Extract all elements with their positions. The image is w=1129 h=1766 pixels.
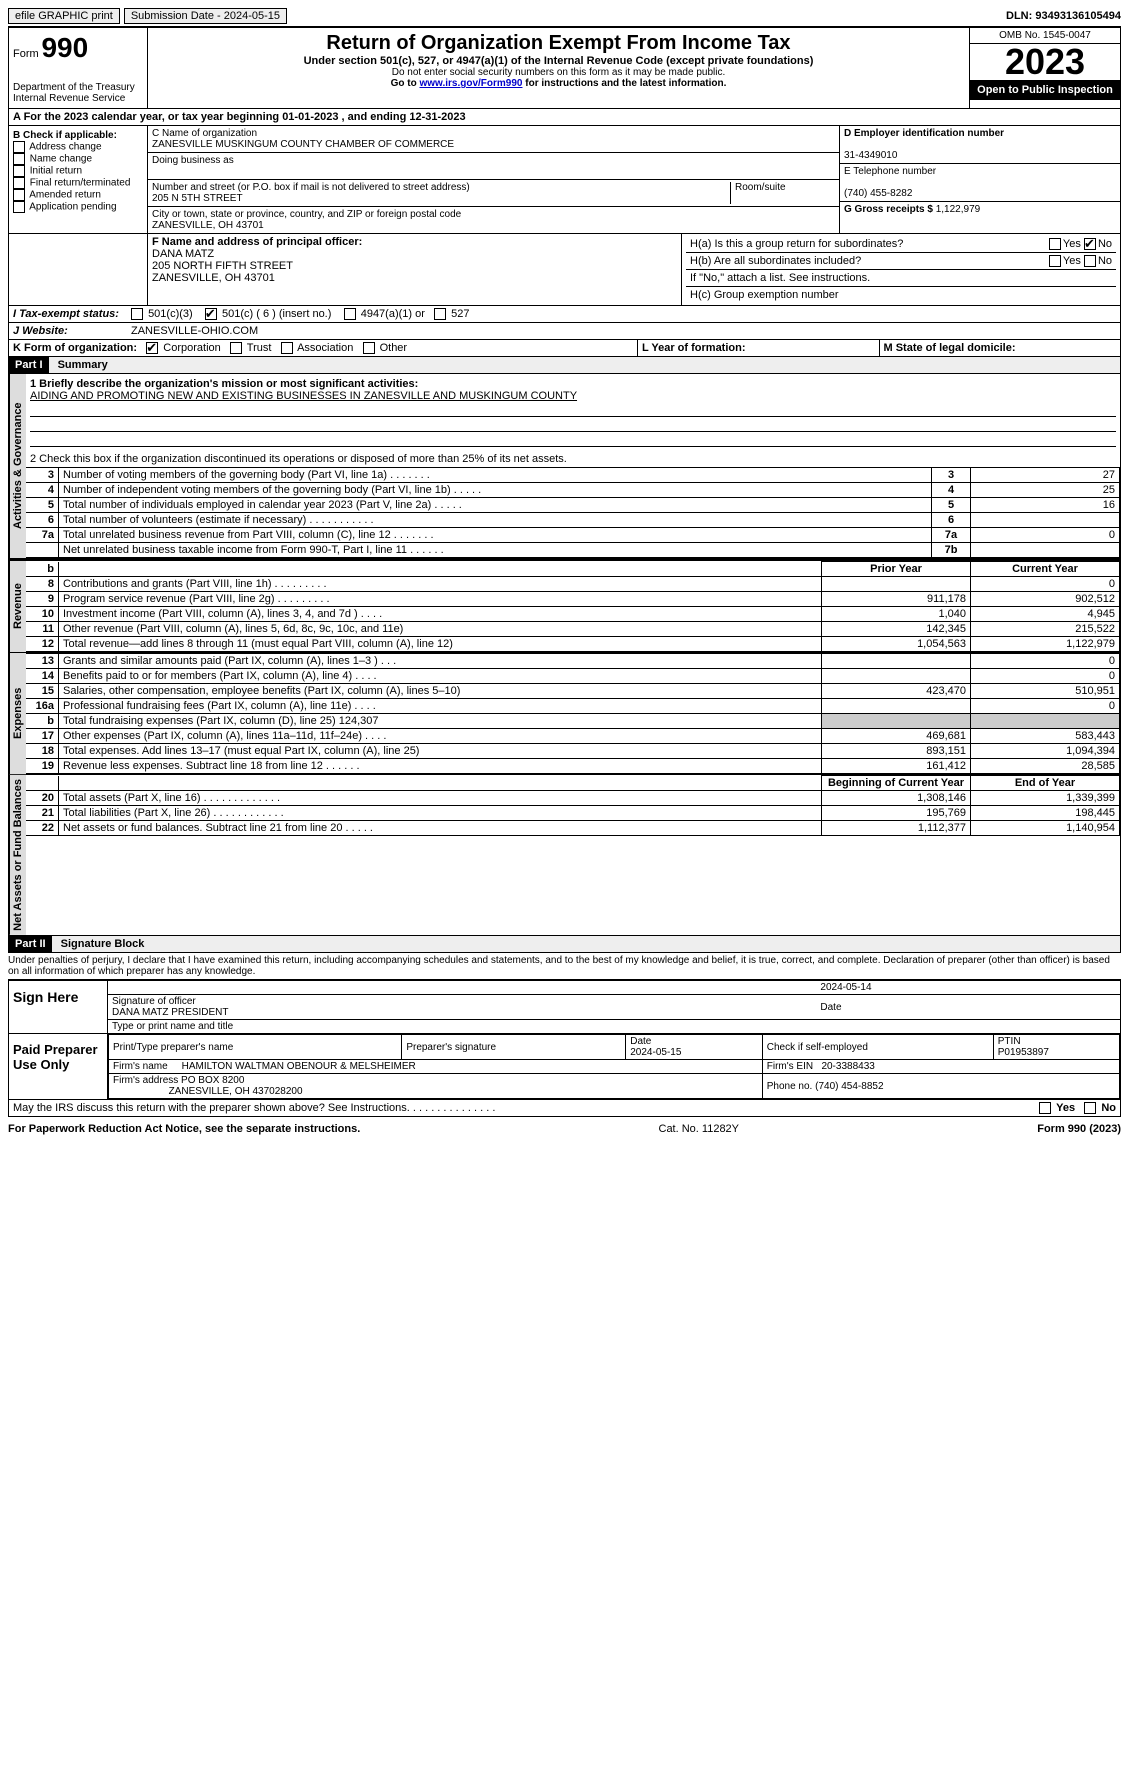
entity-block: B Check if applicable: Address change Na… — [8, 126, 1121, 234]
phone: (740) 455-8282 — [844, 188, 912, 199]
chk-ha-yes[interactable] — [1049, 238, 1061, 250]
goto-pre: Go to — [391, 78, 420, 89]
chk-527[interactable] — [434, 308, 446, 320]
part1-title: Summary — [52, 357, 114, 373]
open-public: Open to Public Inspection — [970, 80, 1120, 100]
chk-other[interactable] — [363, 342, 375, 354]
part1-header: Part I — [9, 357, 49, 373]
expenses-table: 13Grants and similar amounts paid (Part … — [26, 653, 1120, 774]
row-a-period: A For the 2023 calendar year, or tax yea… — [8, 109, 1121, 126]
irs-link[interactable]: www.irs.gov/Form990 — [419, 78, 522, 89]
chk-hb-no[interactable] — [1084, 255, 1096, 267]
chk-name[interactable] — [13, 153, 25, 165]
box-c: C Name of organization ZANESVILLE MUSKIN… — [148, 126, 839, 233]
chk-501c3[interactable] — [131, 308, 143, 320]
chk-corp[interactable] — [146, 342, 158, 354]
top-bar: efile GRAPHIC print Submission Date - 20… — [8, 8, 1121, 28]
firm-name: HAMILTON WALTMAN OBENOUR & MELSHEIMER — [182, 1061, 416, 1072]
part2-title: Signature Block — [55, 936, 151, 952]
box-deg: D Employer identification number 31-4349… — [839, 126, 1120, 233]
ein: 31-4349010 — [844, 150, 897, 161]
revenue-section: Revenue bPrior YearCurrent Year8Contribu… — [8, 559, 1121, 653]
chk-address[interactable] — [13, 141, 25, 153]
form-title: Return of Organization Exempt From Incom… — [152, 32, 965, 55]
row-fh: F Name and address of principal officer:… — [8, 234, 1121, 306]
row-j: J Website: ZANESVILLE-OHIO.COM — [8, 323, 1121, 340]
chk-final[interactable] — [13, 177, 25, 189]
ptin-value: P01953897 — [998, 1047, 1049, 1058]
officer-name: DANA MATZ — [152, 248, 214, 260]
dept-label: Department of the Treasury Internal Reve… — [13, 82, 143, 104]
form-word: Form — [13, 48, 39, 60]
chk-hb-yes[interactable] — [1049, 255, 1061, 267]
goto-post: for instructions and the latest informat… — [525, 78, 726, 89]
chk-4947[interactable] — [344, 308, 356, 320]
chk-assoc[interactable] — [281, 342, 293, 354]
org-street: 205 N 5TH STREET — [152, 193, 243, 204]
website-value: ZANESVILLE-OHIO.COM — [127, 323, 262, 339]
row-i: I Tax-exempt status: 501(c)(3) 501(c) ( … — [8, 306, 1121, 323]
mission-text: AIDING AND PROMOTING NEW AND EXISTING BU… — [30, 390, 577, 402]
netassets-section: Net Assets or Fund Balances Beginning of… — [8, 775, 1121, 936]
chk-501c[interactable] — [205, 308, 217, 320]
chk-ha-no[interactable] — [1084, 238, 1096, 250]
part2-header: Part II — [9, 936, 52, 952]
form-number: 990 — [41, 32, 88, 63]
dln-label: DLN: 93493136105494 — [1006, 10, 1121, 22]
discuss-row: May the IRS discuss this return with the… — [8, 1100, 1121, 1117]
submission-button[interactable]: Submission Date - 2024-05-15 — [124, 8, 287, 24]
page-footer: For Paperwork Reduction Act Notice, see … — [8, 1123, 1121, 1135]
chk-discuss-yes[interactable] — [1039, 1102, 1051, 1114]
governance-section: Activities & Governance 1 Briefly descri… — [8, 374, 1121, 559]
chk-initial[interactable] — [13, 165, 25, 177]
org-city: ZANESVILLE, OH 43701 — [152, 220, 264, 231]
netassets-table: Beginning of Current YearEnd of Year20To… — [26, 775, 1120, 836]
gross-receipts: 1,122,979 — [936, 204, 981, 215]
row-klm: K Form of organization: Corporation Trus… — [8, 340, 1121, 357]
box-b: B Check if applicable: Address change Na… — [9, 126, 148, 233]
org-name: ZANESVILLE MUSKINGUM COUNTY CHAMBER OF C… — [152, 139, 454, 150]
tax-year: 2023 — [970, 44, 1120, 80]
chk-discuss-no[interactable] — [1084, 1102, 1096, 1114]
form-header: Form 990 Department of the Treasury Inte… — [8, 28, 1121, 109]
officer-signature: DANA MATZ PRESIDENT — [112, 1007, 229, 1018]
form-subtitle: Under section 501(c), 527, or 4947(a)(1)… — [152, 55, 965, 67]
efile-button[interactable]: efile GRAPHIC print — [8, 8, 120, 24]
revenue-table: bPrior YearCurrent Year8Contributions an… — [26, 561, 1120, 652]
form-warning: Do not enter social security numbers on … — [152, 67, 965, 78]
chk-amended[interactable] — [13, 189, 25, 201]
governance-table: 3Number of voting members of the governi… — [26, 467, 1120, 558]
chk-trust[interactable] — [230, 342, 242, 354]
chk-pending[interactable] — [13, 201, 25, 213]
perjury-declaration: Under penalties of perjury, I declare th… — [8, 953, 1121, 979]
expenses-section: Expenses 13Grants and similar amounts pa… — [8, 653, 1121, 775]
signature-block: Sign Here 2024-05-14 Signature of office… — [8, 979, 1121, 1100]
